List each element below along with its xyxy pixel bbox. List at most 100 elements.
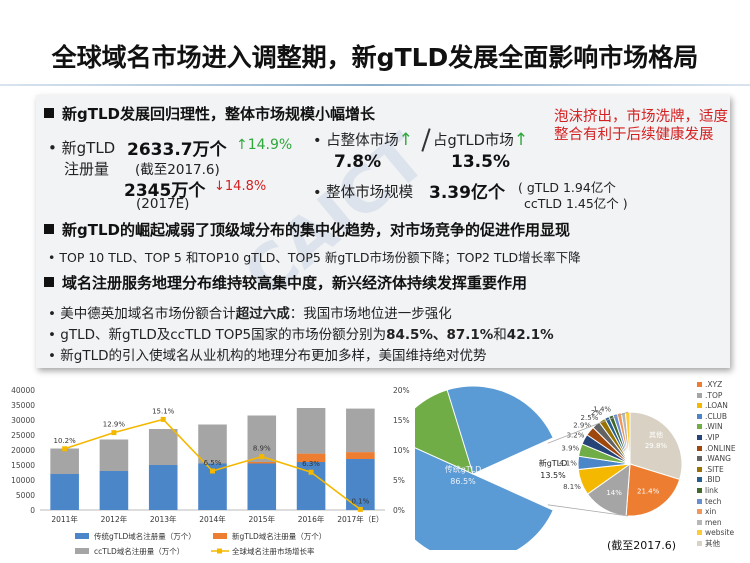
registration-value-2017-6: 2633.7万个	[127, 140, 227, 160]
growth-point	[111, 430, 117, 436]
legend-swatch	[697, 445, 702, 451]
legend-swatch	[217, 548, 222, 554]
growth-data-label: 12.9%	[103, 421, 126, 429]
bar-segment	[50, 474, 79, 510]
legend-label: .BID	[705, 475, 721, 485]
legend-label: .CLUB	[705, 411, 728, 421]
pie-legend-item: .SITE	[697, 465, 750, 476]
pie-legend-item: .BID	[697, 475, 750, 486]
pie-slice-label: 3.9%	[561, 444, 579, 452]
growth-line: 10.2% 12.9% 15.1% 6.5% 8.9% 6.3% 0.1%	[54, 407, 370, 512]
line1-b: 超过六成	[235, 306, 290, 322]
pie-slice	[629, 411, 683, 481]
line2-d: 42.1%	[506, 327, 554, 343]
y2-tick-label: 20%	[393, 386, 410, 395]
pie-legend-item: .WIN	[697, 422, 750, 433]
up-arrow-icon: ↑	[236, 137, 248, 153]
x-tick-label: 2014年	[199, 514, 226, 524]
y2-tick-label: 5%	[393, 476, 405, 485]
pie-note: (截至2017.6)	[607, 539, 677, 552]
legend-label: ccTLD域名注册量（万个）	[94, 546, 184, 556]
section2-heading-text: 新gTLD的崛起减弱了顶级域分布的集中化趋势，对市场竞争的促进作用显现	[62, 221, 570, 239]
legend-swatch	[697, 487, 702, 493]
legend-label: .TOP	[705, 390, 723, 400]
growth-point	[259, 454, 265, 460]
x-tick-label: 2016年	[298, 514, 325, 524]
legend-label: 其他	[705, 538, 720, 548]
legend-swatch	[697, 530, 702, 536]
y-tick-label: 15000	[11, 461, 35, 470]
x-tick-label: 2011年	[51, 514, 78, 524]
bar-chart-legend: 传统gTLD域名注册量（万个） 新gTLD域名注册量（万个） ccTLD域名注册量（…	[75, 531, 326, 556]
share-total-label-text: • 占整体市场	[313, 133, 399, 149]
pie-slice-label: 2.9%	[573, 422, 591, 430]
legend-label: .XYZ	[705, 380, 723, 389]
share-gtld-label-text: 占gTLD市场	[433, 133, 514, 149]
legend-swatch	[697, 456, 702, 462]
pie-legend-item: .WANG	[697, 454, 750, 465]
x-tick-label: 2012年	[101, 514, 128, 524]
registration-bar-chart: 0 5000 10000 15000 20000 25000 30000 35000 40000…	[11, 386, 410, 556]
growth-data-label: 0.1%	[351, 497, 369, 505]
pie-chart-slices: 传统gTLD 86.5% 29.8% 21.4% 14% 8.1% 4.1% 3.9% 3.2%…	[415, 385, 683, 550]
pie-slice-label: 14%	[606, 489, 622, 497]
legend-swatch	[697, 519, 702, 525]
bar-segment	[148, 429, 178, 465]
pie-legend-item: .LOAN	[697, 401, 750, 412]
section3-line1: • 美中德英加域名市场份额合计超过六成：我国市场地位进一步强化	[48, 302, 452, 322]
pie-slice	[625, 463, 681, 517]
line2-a: • gTLD、新gTLD及ccTLD TOP5国家的市场份额分别为	[48, 327, 387, 343]
title-divider	[0, 84, 750, 86]
pie-slice-label: 29.8%	[645, 442, 668, 450]
legend-label: 传统gTLD域名注册量（万个）	[94, 531, 196, 541]
growth-data-label: 15.1%	[152, 407, 175, 415]
legend-swatch	[213, 533, 227, 539]
legend-swatch	[697, 382, 702, 387]
y-tick-label: 0	[30, 506, 35, 515]
pie-legend: .XYZ .TOP .LOAN .CLUB .WIN .VIP .ONLINE .WANG .S…	[697, 380, 750, 550]
y2-tick-label: 10%	[393, 446, 410, 455]
pie-slice-label: 4.1%	[559, 460, 577, 468]
legend-swatch	[75, 533, 89, 539]
page-title: 全球域名市场进入调整期，新gTLD发展全面影响市场格局	[51, 43, 699, 72]
summary-panel	[36, 95, 730, 368]
bar-segment	[296, 408, 326, 454]
section1-heading-text: 新gTLD发展回归理性，整体市场规模小幅增长	[62, 105, 375, 123]
legend-swatch	[697, 540, 702, 546]
share-pie-chart: 传统gTLD 86.5% 29.8% 21.4% 14% 8.1% 4.1% 3.9% 3.2%…	[415, 385, 683, 550]
growth-down-value: 14.8%	[224, 179, 267, 194]
legend-swatch	[697, 498, 702, 504]
section2-heading: 新gTLD的崛起减弱了顶级域分布的集中化趋势，对市场竞争的促进作用显现	[44, 219, 570, 240]
growth-point	[62, 446, 68, 452]
newgtld-label: • 新gTLD	[48, 137, 115, 158]
bar-segment	[148, 465, 178, 510]
legend-label: 全球域名注册市场增长率	[232, 546, 315, 556]
pie-slice-label: 2.5%	[581, 414, 599, 422]
up-arrow-icon: ↑	[513, 130, 529, 150]
line1-c: ：我国市场地位进一步强化	[289, 306, 452, 322]
pie-legend-item: .XYZ	[697, 380, 750, 391]
bar-segment	[99, 439, 129, 471]
line1-a: • 美中德英加域名市场份额合计	[48, 306, 236, 322]
bar-chart-axes: 0 5000 10000 15000 20000 25000 30000 35000 40000…	[11, 386, 410, 524]
bar-segment	[296, 453, 326, 462]
legend-label: .VIP	[705, 432, 720, 442]
growth-point	[210, 468, 215, 474]
section3-heading-text: 域名注册服务地理分布维持较高集中度，新兴经济体持续发挥重要作用	[62, 274, 528, 292]
pie-slice-label: 1.4%	[593, 406, 611, 414]
legend-swatch	[697, 392, 702, 398]
legend-label: .LOAN	[705, 401, 728, 411]
market-size-label: • 整体市场规模	[313, 185, 414, 201]
growth-point	[308, 469, 314, 475]
date-2017-6: (截至2017.6)	[135, 162, 220, 178]
share-total-label: • 占整体市场↑	[313, 129, 413, 150]
pie-legend-item: .VIP	[697, 433, 750, 444]
pie-slice-label: 8.1%	[563, 483, 581, 491]
legend-label: men	[705, 517, 722, 527]
legend-label: 新gTLD域名注册量（万个）	[232, 531, 326, 541]
pie-legend-item: .TOP	[697, 391, 750, 402]
y-tick-label: 5000	[16, 491, 35, 500]
pie-legend-item: 其他	[697, 539, 750, 550]
line2-c: 和	[493, 327, 507, 343]
